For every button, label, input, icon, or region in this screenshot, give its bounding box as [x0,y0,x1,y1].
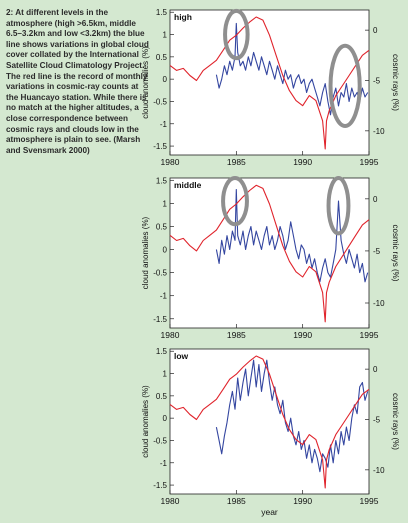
y-tick-label: -1.5 [153,142,167,151]
y-tick-label: 0 [163,75,168,84]
x-tick-label: 1995 [360,330,379,340]
x-tick-label: 1990 [293,157,312,167]
y-tick-label: 0.5 [156,53,168,62]
y-tick-label: 0 [163,414,168,423]
y-axis-label: cloud anomalies (%) [141,216,150,289]
y2-tick-label: 0 [373,195,378,204]
chart-panel-high: 1980 1985 1990 1995 -1.5 -1 -0.5 0 0.5 1 1.5 0 -5 -10… [141,8,400,167]
y2-tick-label: -10 [373,299,385,308]
y2-axis-label: cosmic rays (%) [391,393,400,450]
x-tick-label: 1985 [227,157,246,167]
y-tick-label: -1 [160,459,168,468]
y-tick-label: -1.5 [153,481,167,490]
y-tick-label: 0 [163,246,168,255]
x-tick-label: 1980 [161,330,180,340]
cloud-anomaly-series-line [215,359,369,473]
y-tick-label: 1.5 [156,176,168,185]
cosmic-ray-series-line [169,16,370,150]
figure-caption: 2: At different levels in the atmosphere… [6,8,149,155]
y-tick-label: -0.5 [153,269,167,278]
y2-tick-label: -5 [373,247,381,256]
panel-label: high [174,12,192,22]
x-tick-label: 1985 [227,330,246,340]
plot-area [169,348,370,495]
highlight-circle [328,43,362,128]
y-tick-label: 1 [163,31,168,40]
y2-tick-label: -10 [373,127,385,136]
y-tick-label: 1.5 [156,8,168,17]
y-tick-label: 1 [163,199,168,208]
y2-tick-label: -5 [373,76,381,85]
highlight-circle [223,8,250,61]
x-tick-label: 1990 [293,330,312,340]
y2-tick-label: -10 [373,466,385,475]
x-tick-label: 1990 [293,496,312,506]
x-tick-label: 1980 [161,157,180,167]
panel-label: low [174,351,189,361]
y-tick-label: -1 [160,292,168,301]
chart-panel-middle: 1980 1985 1990 1995 -1.5 -1 -0.5 0 0.5 1 1.5 0 -5 -10… [141,176,400,340]
y2-axis-label: cosmic rays (%) [391,225,400,282]
x-tick-label: 1980 [161,496,180,506]
y-tick-label: -1 [160,120,168,129]
y-tick-label: 0.5 [156,222,168,231]
y-tick-label: 1 [163,370,168,379]
x-tick-label: 1995 [360,157,379,167]
x-axis-label: year [261,507,278,517]
y-axis-label: cloud anomalies (%) [141,46,150,119]
y-tick-label: -0.5 [153,436,167,445]
y2-tick-label: 0 [373,26,378,35]
y-axis-label: cloud anomalies (%) [141,385,150,458]
x-tick-label: 1995 [360,496,379,506]
highlight-circle [326,176,351,236]
y-tick-label: -0.5 [153,97,167,106]
y2-axis-label: cosmic rays (%) [391,54,400,111]
chart-panel-low: 1980 1985 1990 1995 -1.5 -1 -0.5 0 0.5 1 1.5 0 -5 -10… [141,347,400,517]
highlight-circle [221,176,249,227]
cosmic-ray-series-line [169,184,370,323]
x-tick-label: 1985 [227,496,246,506]
y-tick-label: 1.5 [156,347,168,356]
y-tick-label: -1.5 [153,315,167,324]
cloud-anomaly-series-line [215,188,369,283]
panel-label: middle [174,180,202,190]
y-tick-label: 0.5 [156,392,168,401]
plot-area [169,177,370,329]
y2-tick-label: 0 [373,365,378,374]
cosmic-ray-series-line [169,355,370,489]
cloud-anomaly-series-line [215,22,369,116]
plot-area [169,9,370,156]
y2-tick-label: -5 [373,415,381,424]
